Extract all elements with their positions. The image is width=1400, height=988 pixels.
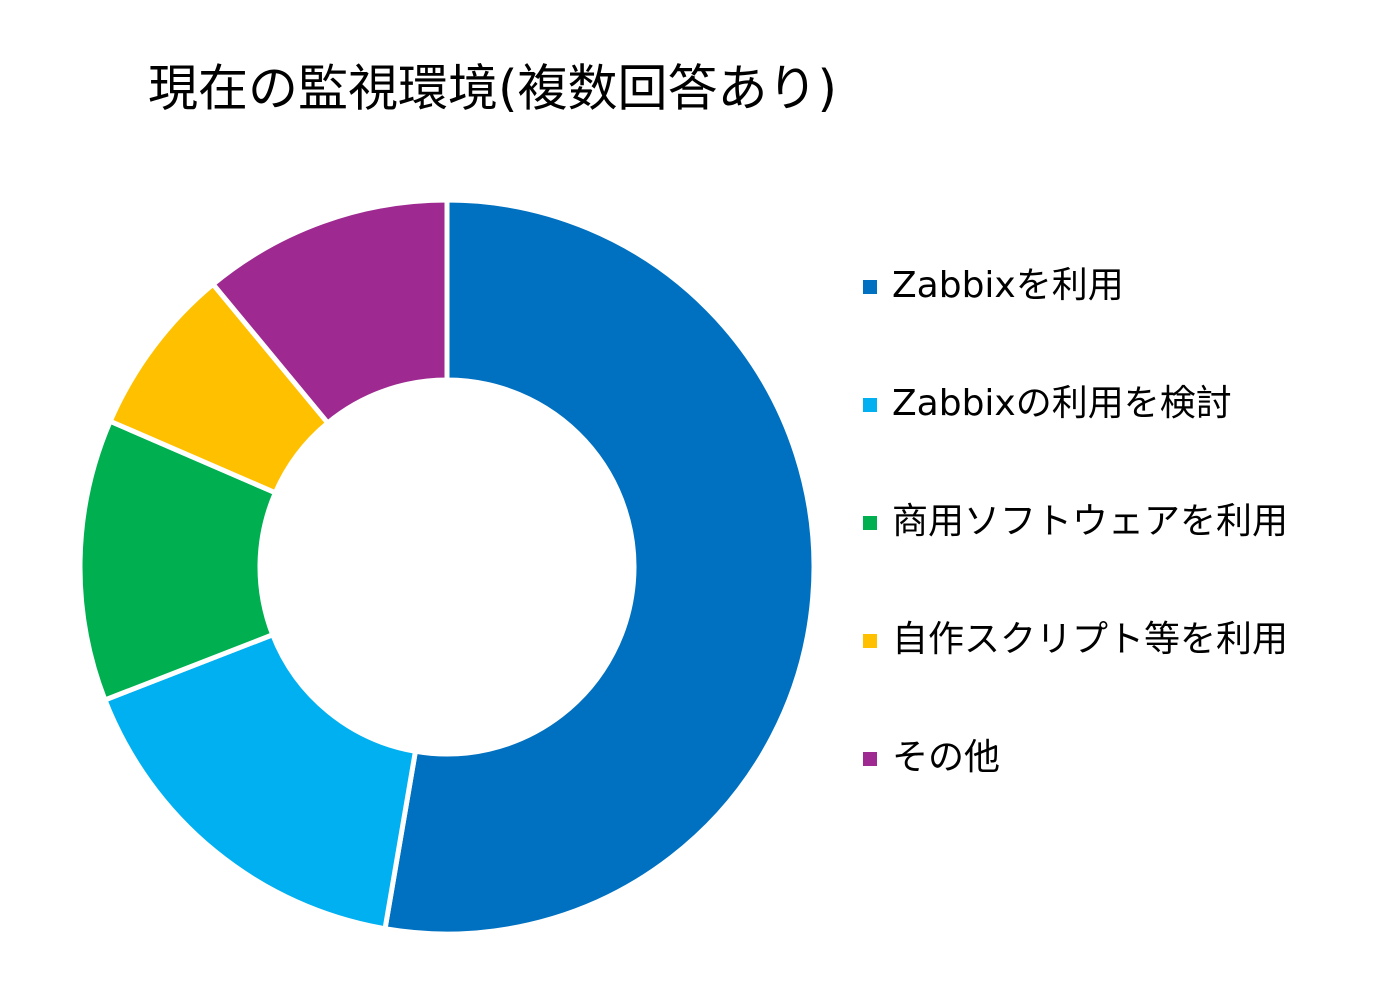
legend-swatch (863, 280, 877, 294)
donut-segment (209, 197, 450, 427)
legend-label: 商用ソフトウェアを利用 (892, 501, 1288, 542)
donut-segment (77, 417, 279, 704)
donut-segment (101, 631, 419, 932)
chart-title: 現在の監視環境(複数回答あり) (148, 60, 837, 118)
legend-swatch (863, 634, 877, 648)
donut-segment (382, 197, 817, 937)
legend-label: 自作スクリプト等を利用 (892, 619, 1288, 660)
legend-label: その他 (892, 737, 1000, 778)
legend-swatch (863, 752, 877, 766)
legend-swatch (863, 516, 877, 530)
legend-swatch (863, 398, 877, 412)
legend-label: Zabbixの利用を検討 (892, 383, 1232, 424)
legend-label: Zabbixを利用 (892, 265, 1124, 306)
